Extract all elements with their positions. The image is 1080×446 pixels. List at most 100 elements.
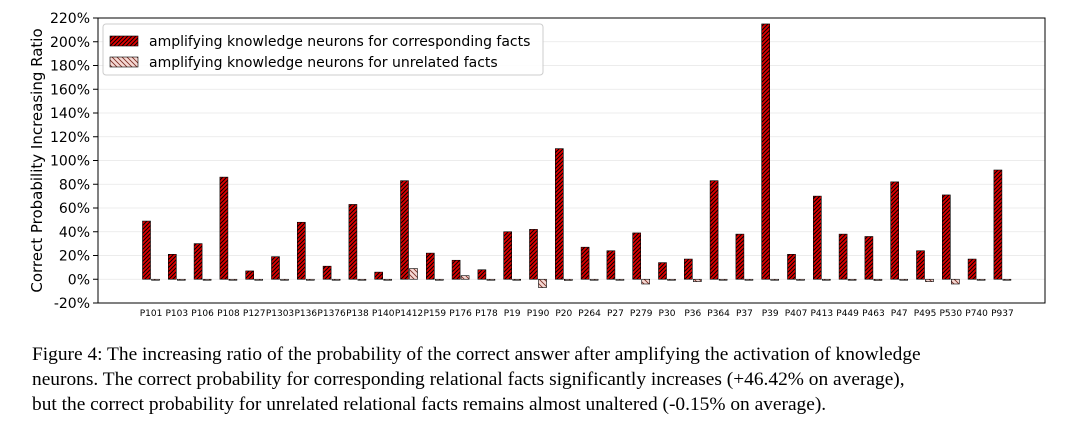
y-tick-label: 160% xyxy=(50,82,90,98)
bar-unrelated-facts xyxy=(641,278,651,285)
bar-unrelated-facts xyxy=(744,278,754,281)
bar-unrelated-facts xyxy=(950,278,960,285)
bar-unrelated-facts xyxy=(563,278,573,281)
bar-corresponding-facts xyxy=(168,254,177,280)
bar-unrelated-facts xyxy=(151,278,160,281)
x-tick-label: P1376 xyxy=(317,309,346,319)
x-tick-label: P449 xyxy=(836,309,859,319)
bar-unrelated-facts xyxy=(383,278,393,281)
x-tick-label: P176 xyxy=(449,309,472,319)
bar-corresponding-facts xyxy=(916,250,925,280)
bar-corresponding-facts xyxy=(838,233,848,280)
x-tick-label: P47 xyxy=(891,309,908,319)
bar-corresponding-facts xyxy=(400,180,409,280)
bar-corresponding-facts xyxy=(941,194,951,280)
bar-unrelated-facts xyxy=(589,278,599,281)
bar-corresponding-facts xyxy=(296,221,306,280)
bar-unrelated-facts xyxy=(280,278,289,281)
bar-corresponding-facts xyxy=(503,231,513,280)
x-tick-label: P279 xyxy=(630,309,653,319)
y-tick-label: 120% xyxy=(50,130,90,146)
bar-unrelated-facts xyxy=(692,278,702,282)
x-tick-label: P106 xyxy=(191,309,214,319)
bar-unrelated-facts xyxy=(1002,278,1012,281)
y-tick-label: 20% xyxy=(59,249,90,265)
y-tick-label: 200% xyxy=(50,35,90,51)
bar-unrelated-facts xyxy=(409,268,418,280)
bar-corresponding-facts xyxy=(967,258,977,280)
bar-corresponding-facts xyxy=(683,258,693,280)
y-tick-label: -20% xyxy=(54,296,90,312)
bar-corresponding-facts xyxy=(812,195,822,280)
bar-unrelated-facts xyxy=(976,278,986,281)
caption-line-1: Figure 4: The increasing ratio of the pr… xyxy=(32,344,921,365)
legend-box xyxy=(102,23,544,76)
x-tick-label: P20 xyxy=(555,309,572,319)
bar-unrelated-facts xyxy=(305,278,315,281)
bar-corresponding-facts xyxy=(864,236,874,280)
x-tick-label: P140 xyxy=(372,309,395,319)
y-tick-label: 180% xyxy=(50,59,90,75)
x-tick-label: P264 xyxy=(578,309,601,319)
x-tick-label: P178 xyxy=(475,309,498,319)
x-tick-label: P36 xyxy=(684,309,701,319)
bar-unrelated-facts xyxy=(899,278,909,281)
x-tick-label: P138 xyxy=(346,309,369,319)
x-tick-label: P190 xyxy=(527,309,550,319)
x-tick-labels: P101 P103 P106 P108 P127 P1303 P136 P1376 P138 P1… xyxy=(140,309,1014,319)
legend-swatch-unrelated xyxy=(109,56,139,68)
bar-corresponding-facts xyxy=(709,180,719,280)
bar-corresponding-facts xyxy=(271,256,280,280)
bar-unrelated-facts xyxy=(667,278,676,281)
bar-unrelated-facts xyxy=(847,278,857,281)
bar-corresponding-facts xyxy=(451,259,461,280)
x-tick-label: P39 xyxy=(762,309,779,319)
bar-corresponding-facts xyxy=(477,269,487,280)
bar-corresponding-facts xyxy=(761,23,771,280)
legend-label-unrelated: amplifying knowledge neurons for unrelat… xyxy=(149,55,498,71)
x-tick-label: P101 xyxy=(140,309,163,319)
y-tick-label: 0% xyxy=(68,272,90,288)
bar-corresponding-facts xyxy=(193,243,203,280)
bar-unrelated-facts xyxy=(718,278,728,281)
y-tick-label: 40% xyxy=(59,225,90,241)
bar-unrelated-facts xyxy=(770,278,780,281)
bar-corresponding-facts xyxy=(529,229,538,280)
x-tick-label: P413 xyxy=(810,309,833,319)
x-tick-label: P364 xyxy=(707,309,730,319)
chart-container: -20% 0% 20% 40% 60% 80% 100% 120% 140% 160% 180% 20… xyxy=(28,11,1046,319)
x-tick-label: P463 xyxy=(862,309,885,319)
bar-unrelated-facts xyxy=(512,278,522,281)
y-tick-label: 80% xyxy=(59,177,90,193)
bar-unrelated-facts xyxy=(538,278,547,288)
y-tick-label: 140% xyxy=(50,106,90,122)
bar-corresponding-facts xyxy=(580,246,590,280)
legend: amplifying knowledge neurons for corresp… xyxy=(102,23,544,76)
bar-corresponding-facts xyxy=(787,254,796,280)
x-tick-label: P530 xyxy=(939,309,962,319)
bar-corresponding-facts xyxy=(322,265,332,280)
x-tick-label: P159 xyxy=(423,309,446,319)
y-tick-labels: -20% 0% 20% 40% 60% 80% 100% 120% 140% 160% 180% 20… xyxy=(50,11,98,312)
x-tick-label: P127 xyxy=(243,309,266,319)
x-tick-label: P937 xyxy=(991,309,1014,319)
x-tick-label: P108 xyxy=(217,309,240,319)
legend-swatch-corresponding xyxy=(109,35,139,47)
caption-line-2: neurons. The correct probability for cor… xyxy=(32,369,905,390)
x-tick-label: P1303 xyxy=(266,309,294,319)
bar-unrelated-facts xyxy=(177,278,186,281)
y-tick-label: 220% xyxy=(50,11,90,27)
x-tick-label: P1412 xyxy=(395,309,423,319)
figure-caption: Figure 4: The increasing ratio of the pr… xyxy=(32,342,1062,417)
bar-corresponding-facts xyxy=(890,181,900,280)
bar-corresponding-facts xyxy=(245,270,254,280)
legend-label-corresponding: amplifying knowledge neurons for corresp… xyxy=(149,34,530,50)
bar-unrelated-facts xyxy=(434,278,444,281)
bar-corresponding-facts xyxy=(219,176,229,280)
bar-unrelated-facts xyxy=(202,278,212,281)
bar-corresponding-facts xyxy=(425,252,435,280)
y-tick-label: 100% xyxy=(50,154,90,170)
x-tick-label: P30 xyxy=(659,309,676,319)
bar-corresponding-facts xyxy=(993,169,1003,280)
bar-chart: -20% 0% 20% 40% 60% 80% 100% 120% 140% 160% 180% 20… xyxy=(28,11,1046,319)
